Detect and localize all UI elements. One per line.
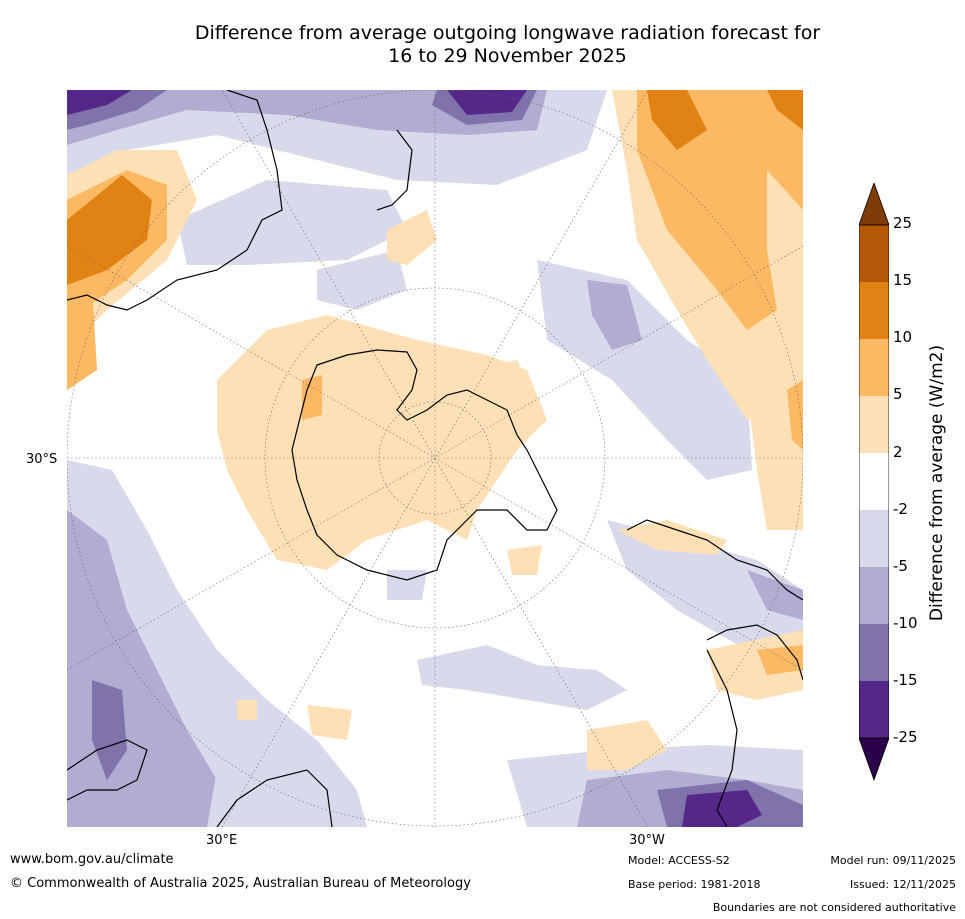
colorbar-band-m5-m10: [859, 567, 889, 624]
website-link[interactable]: www.bom.gov.au/climate: [10, 852, 174, 867]
issued-text: Issued: 12/11/2025: [849, 878, 956, 891]
graticule: [67, 90, 803, 827]
colorbar-tick: 15: [893, 271, 913, 289]
colorbar-tick: 2: [893, 443, 903, 461]
colorbar-band-m2-m5: [859, 510, 889, 567]
lon-label-30w: 30°W: [629, 833, 665, 848]
colorbar-tick: -2: [893, 500, 908, 518]
positive-anomaly-regions: [67, 90, 803, 770]
copyright-text: © Commonwealth of Australia 2025, Austra…: [10, 876, 471, 891]
base-period-text: Base period: 1981-2018: [628, 878, 761, 891]
colorbar-tick: -25: [893, 728, 918, 746]
anomaly-map: [67, 90, 803, 827]
colorbar-outline: [859, 224, 889, 739]
colorbar-tick: -15: [893, 671, 918, 689]
lon-label-30e: 30°E: [206, 833, 238, 848]
negative-anomaly-regions: [67, 90, 803, 827]
colorbar-band-15-25: [859, 225, 889, 282]
colorbar-label: Difference from average (W/m2): [927, 344, 947, 622]
model-run-text: Model run: 09/11/2025: [830, 854, 956, 867]
colorbar-extend-min: [859, 737, 889, 781]
coastlines: [67, 90, 803, 827]
map-title: Difference from average outgoing longwav…: [60, 22, 955, 68]
model-text: Model: ACCESS-S2: [628, 854, 730, 867]
colorbar-band-10-15: [859, 282, 889, 339]
title-line-2: 16 to 29 November 2025: [388, 45, 627, 67]
colorbar-tick: -10: [893, 614, 918, 632]
colorbar-band-m10-m15: [859, 624, 889, 681]
disclaimer-text: Boundaries are not considered authoritat…: [712, 901, 956, 914]
colorbar-tick: 25: [893, 214, 913, 232]
title-line-1: Difference from average outgoing longwav…: [194, 22, 821, 44]
colorbar-band-2-5: [859, 396, 889, 453]
colorbar-band-5-10: [859, 339, 889, 396]
colorbar-tick: -5: [893, 557, 908, 575]
colorbar-tick: 5: [893, 385, 903, 403]
colorbar: [859, 183, 889, 781]
lat-label-30s: 30°S: [26, 452, 58, 467]
colorbar-band-m15-m25: [859, 681, 889, 738]
colorbar-tick: 10: [893, 328, 913, 346]
colorbar-band-neutral: [859, 453, 889, 510]
colorbar-extend-max: [859, 183, 889, 226]
